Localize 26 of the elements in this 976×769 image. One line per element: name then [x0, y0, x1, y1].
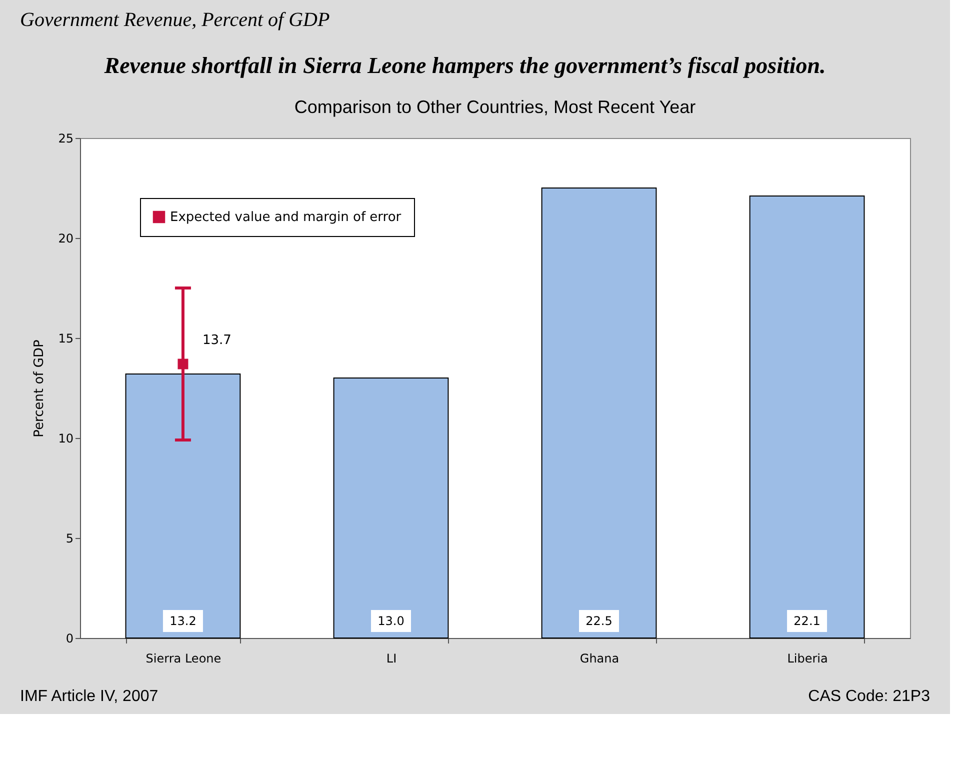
data-label: 22.5 [586, 614, 612, 628]
y-axis-title: Percent of GDP [32, 340, 48, 438]
y-tick-label: 20 [58, 232, 74, 246]
bar [125, 374, 241, 638]
text: CAS Code: 21P3 [808, 688, 930, 705]
x-tick-label: Liberia [787, 652, 828, 666]
y-tick-label: 15 [58, 332, 74, 346]
text: Government Revenue, Percent of GDP [20, 9, 330, 31]
chart-subtitle: Comparison to Other Countries, Most Recent Year [294, 97, 696, 117]
y-tick-label: 5 [66, 532, 74, 546]
data-label: 13.7 [202, 333, 232, 348]
bar [541, 188, 657, 638]
x-tick-label: Ghana [580, 652, 620, 666]
data-label: 13.0 [378, 614, 404, 628]
x-tick-label: Sierra Leone [146, 652, 222, 666]
data-label: 13.2 [170, 614, 196, 628]
x-tick-label: LI [386, 652, 397, 666]
text: IMF Article IV, 2007 [20, 688, 158, 705]
y-tick-label: 0 [66, 632, 74, 646]
data-label: 22.1 [794, 614, 820, 628]
legend-label: Expected value and margin of error [170, 210, 402, 225]
bar [749, 196, 865, 638]
y-tick-label: 10 [58, 432, 74, 446]
bar [333, 378, 449, 638]
y-tick-label: 25 [58, 132, 74, 146]
chart-title: Revenue shortfall in Sierra Leone hampers the government’s fiscal position. [103, 53, 826, 78]
